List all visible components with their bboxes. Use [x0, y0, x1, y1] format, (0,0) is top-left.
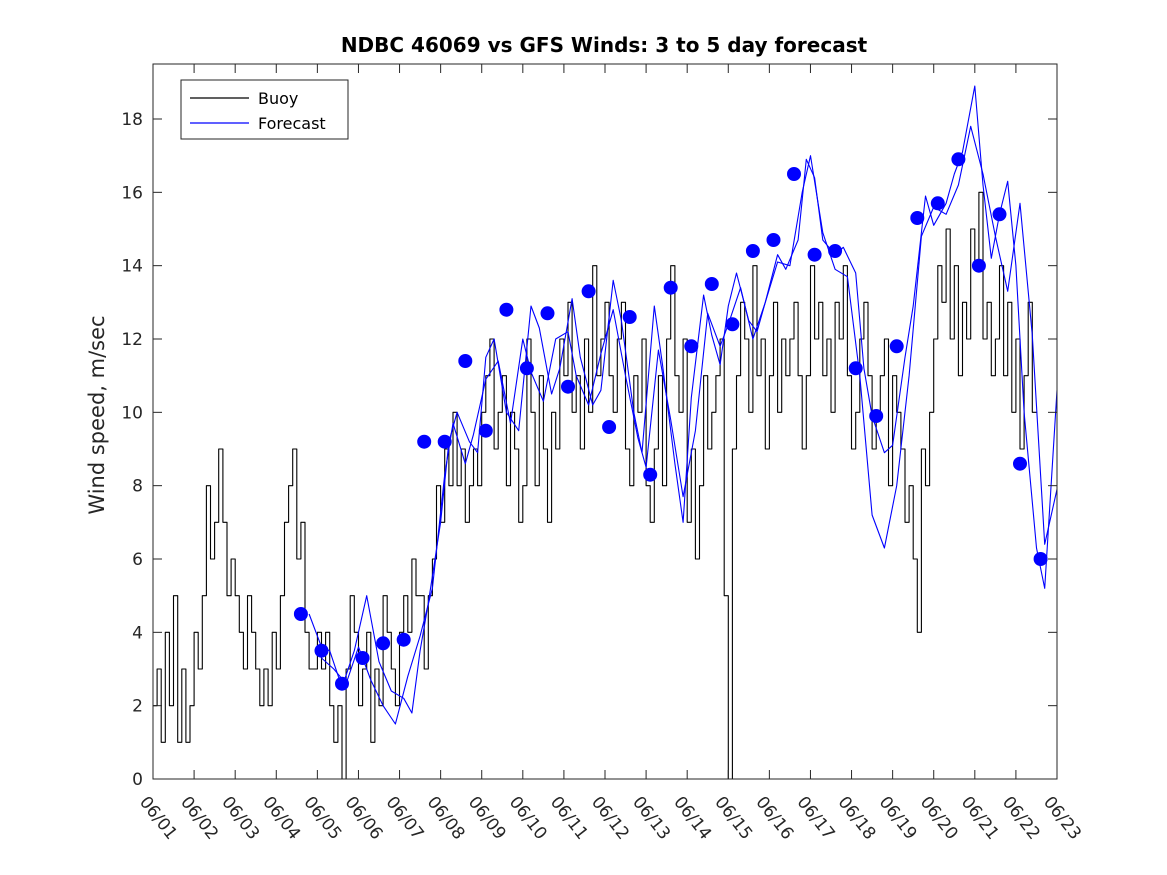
- y-tick-label: 18: [121, 110, 143, 130]
- y-tick-label: 0: [132, 770, 143, 790]
- forecast-point: [478, 423, 493, 438]
- y-tick-label: 16: [121, 183, 143, 203]
- forecast-point: [602, 420, 617, 434]
- forecast-point: [1033, 552, 1048, 566]
- plot-area: [153, 85, 1058, 780]
- forecast-point: [910, 211, 925, 225]
- y-tick-label: 12: [121, 330, 143, 350]
- forecast-point: [376, 636, 391, 651]
- forecast-point: [869, 409, 884, 423]
- forecast-point: [1013, 456, 1027, 471]
- legend-box: [180, 79, 349, 140]
- forecast-point: [787, 167, 801, 181]
- forecast-point: [930, 196, 945, 211]
- forecast-point: [314, 643, 329, 658]
- forecast-point: [458, 354, 473, 368]
- series-line-buoy-0: [153, 191, 1037, 780]
- forecast-point: [951, 152, 966, 167]
- forecast-point: [848, 361, 863, 376]
- forecast-point: [663, 280, 678, 295]
- forecast-point: [766, 233, 781, 247]
- legend-label-buoy: Buoy: [258, 89, 298, 108]
- forecast-point: [540, 306, 555, 321]
- forecast-point: [889, 339, 904, 354]
- y-tick-label: 6: [132, 550, 143, 570]
- y-tick-label: 8: [132, 477, 143, 497]
- forecast-point: [499, 302, 514, 317]
- forecast-point: [561, 379, 575, 394]
- series-line-forecast-2: [321, 125, 1058, 725]
- legend-label-forecast: Forecast: [258, 114, 326, 133]
- forecast-point: [807, 247, 822, 262]
- forecast-point: [828, 244, 843, 258]
- forecast-point: [622, 310, 637, 324]
- forecast-point: [971, 258, 986, 273]
- y-tick-label: 10: [121, 403, 143, 423]
- forecast-point: [725, 317, 740, 332]
- forecast-point: [745, 244, 760, 258]
- forecast-point: [519, 361, 534, 376]
- forecast-point: [396, 632, 411, 647]
- forecast-point: [581, 284, 596, 299]
- forecast-point: [293, 607, 308, 621]
- forecast-point: [437, 434, 452, 449]
- forecast-point: [417, 434, 432, 449]
- legend: Buoy Forecast: [180, 79, 349, 140]
- forecast-point: [684, 339, 699, 354]
- forecast-point: [704, 277, 719, 291]
- forecast-point: [992, 207, 1007, 222]
- forecast-point: [643, 467, 658, 482]
- y-axis-label: Wind speed, m/sec: [85, 315, 109, 514]
- forecast-point: [335, 676, 349, 691]
- y-tick-label: 2: [132, 697, 143, 717]
- chart-title: NDBC 46069 vs GFS Winds: 3 to 5 day fore…: [341, 33, 868, 57]
- forecast-point: [355, 651, 370, 665]
- y-tick-label: 4: [132, 623, 143, 643]
- y-tick-label: 14: [121, 257, 143, 277]
